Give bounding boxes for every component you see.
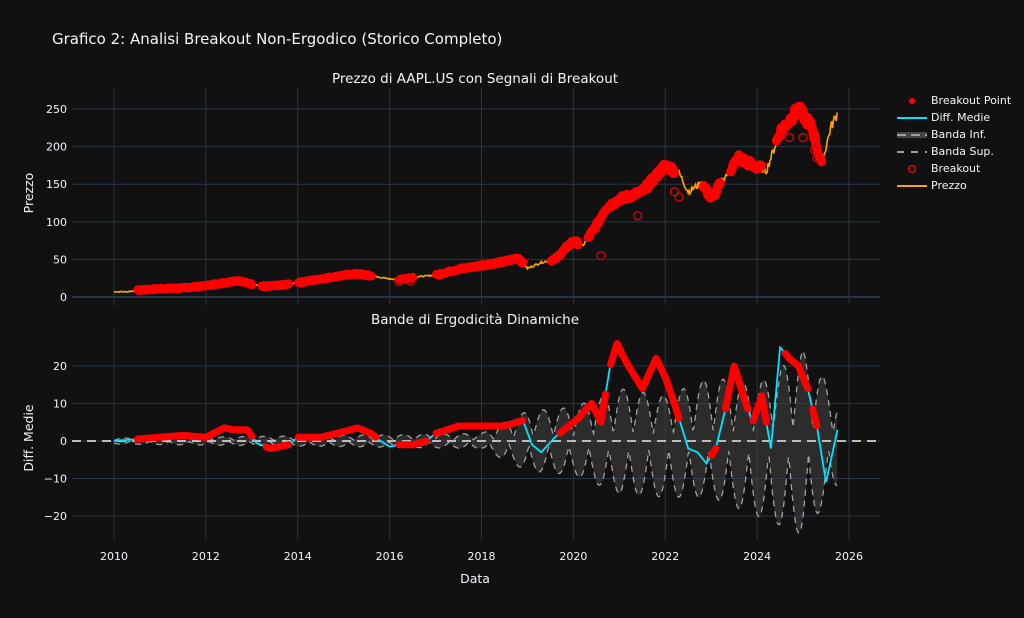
axes-labels: 0 50 100 150 200 250 −20 −10 0 10 20 2010 2012 2014 20… — [21, 103, 863, 586]
svg-text:−20: −20 — [44, 510, 67, 523]
dash-icon — [895, 146, 929, 158]
legend-label: Breakout Point — [931, 94, 1012, 107]
svg-text:2026: 2026 — [835, 550, 863, 563]
circle-open-icon — [895, 163, 929, 175]
svg-text:2014: 2014 — [284, 550, 312, 563]
svg-text:20: 20 — [53, 360, 67, 373]
svg-text:150: 150 — [46, 178, 67, 191]
line-icon — [895, 112, 929, 124]
legend-item-breakout[interactable]: Breakout — [895, 160, 1011, 177]
svg-text:250: 250 — [46, 103, 67, 116]
svg-text:2022: 2022 — [651, 550, 679, 563]
legend-label: Diff. Medie — [931, 111, 991, 124]
legend-item-banda-inf[interactable]: Banda Inf. — [895, 126, 1011, 143]
svg-text:2010: 2010 — [100, 550, 128, 563]
svg-text:200: 200 — [46, 141, 67, 154]
legend-item-prezzo[interactable]: Prezzo — [895, 177, 1011, 194]
svg-text:2016: 2016 — [376, 550, 404, 563]
price-subplot — [114, 101, 838, 295]
legend-label: Prezzo — [931, 179, 967, 192]
bands-subplot — [72, 340, 880, 534]
legend[interactable]: Breakout Point Diff. Medie Banda Inf. Ba… — [895, 92, 1011, 194]
svg-text:Prezzo: Prezzo — [21, 173, 36, 214]
legend-item-breakout-point[interactable]: Breakout Point — [895, 92, 1011, 109]
svg-text:0: 0 — [60, 435, 67, 448]
svg-text:0: 0 — [60, 291, 67, 304]
legend-label: Banda Sup. — [931, 145, 994, 158]
svg-text:Diff. Medie: Diff. Medie — [21, 404, 36, 472]
legend-label: Banda Inf. — [931, 128, 987, 141]
line-icon — [895, 180, 929, 192]
svg-text:10: 10 — [53, 398, 67, 411]
svg-text:50: 50 — [53, 253, 67, 266]
svg-text:100: 100 — [46, 216, 67, 229]
dash-fill-icon — [895, 129, 929, 141]
legend-item-banda-sup[interactable]: Banda Sup. — [895, 143, 1011, 160]
subplot-title-bands: Bande di Ergodicità Dinamiche — [370, 312, 580, 328]
legend-item-diff-medie[interactable]: Diff. Medie — [895, 109, 1011, 126]
svg-text:2012: 2012 — [192, 550, 220, 563]
svg-text:Data: Data — [460, 571, 490, 586]
svg-text:2020: 2020 — [559, 550, 587, 563]
subplot-title-price: Prezzo di AAPL.US con Segnali di Breakou… — [331, 71, 619, 87]
dot-icon — [895, 95, 929, 107]
legend-label: Breakout — [931, 162, 981, 175]
svg-text:2024: 2024 — [743, 550, 771, 563]
figure-title: Grafico 2: Analisi Breakout Non-Ergodico… — [52, 30, 503, 48]
svg-text:−10: −10 — [44, 473, 67, 486]
svg-text:2018: 2018 — [468, 550, 496, 563]
